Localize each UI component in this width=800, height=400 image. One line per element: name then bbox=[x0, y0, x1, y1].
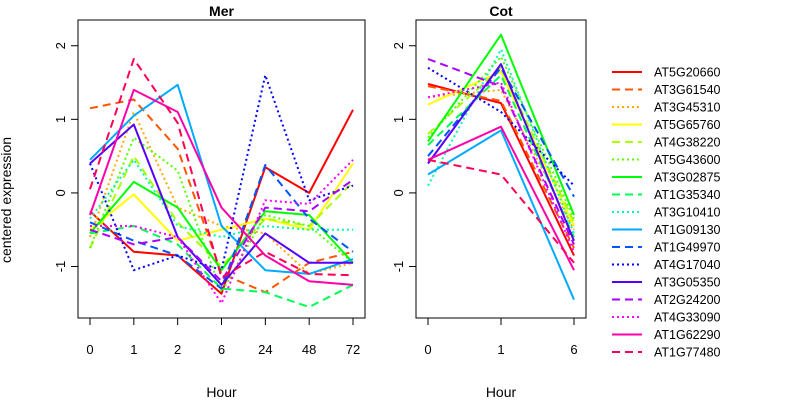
panel-title: Cot bbox=[489, 3, 513, 19]
legend-item: AT3G61540 bbox=[612, 83, 721, 97]
panel-title: Mer bbox=[209, 3, 234, 19]
legend-item: AT4G17040 bbox=[612, 258, 721, 272]
legend-label: AT1G09130 bbox=[654, 223, 721, 237]
panel-cot: Cot 0 1 6 Hour -1 0 1 2 bbox=[391, 3, 587, 400]
legend-label: AT4G33090 bbox=[654, 311, 721, 325]
legend-item: AT1G49970 bbox=[612, 241, 721, 255]
legend-label: AT3G10410 bbox=[654, 206, 721, 220]
legend-label: AT5G20660 bbox=[654, 66, 721, 80]
legend-label: AT1G77480 bbox=[654, 346, 721, 360]
legend-label: AT3G02875 bbox=[654, 171, 721, 185]
series-line-at1g09130 bbox=[89, 83, 354, 275]
series-line-at5g43600 bbox=[89, 136, 354, 294]
y-tick-label: 2 bbox=[391, 42, 406, 49]
legend: AT5G20660 AT3G61540 AT3G45310 AT5G65760 AT4G… bbox=[612, 66, 721, 360]
series-line-at5g20660 bbox=[89, 109, 354, 295]
series-line-at5g65760 bbox=[427, 70, 575, 227]
series-line-at3g61540 bbox=[427, 85, 575, 249]
legend-label: AT2G24200 bbox=[654, 293, 721, 307]
legend-item: AT3G02875 bbox=[612, 171, 721, 185]
legend-item: AT1G35340 bbox=[612, 188, 721, 202]
series-line-at4g38220 bbox=[89, 155, 354, 268]
legend-item: AT1G77480 bbox=[612, 346, 721, 360]
x-tick-label: 2 bbox=[174, 342, 181, 357]
legend-item: AT3G45310 bbox=[612, 101, 721, 115]
series-line-at1g09130 bbox=[427, 129, 575, 300]
legend-item: AT5G65760 bbox=[612, 118, 721, 132]
legend-item: AT5G43600 bbox=[612, 153, 721, 167]
series-line-at1g77480 bbox=[427, 158, 575, 264]
x-axis-label: Hour bbox=[206, 384, 237, 400]
y-axis-label: centered expression bbox=[0, 137, 14, 263]
legend-item: AT1G09130 bbox=[612, 223, 721, 237]
series-line-at2g24200 bbox=[89, 178, 354, 283]
legend-label: AT5G43600 bbox=[654, 153, 721, 167]
legend-label: AT5G65760 bbox=[654, 118, 721, 132]
series-line-at5g43600 bbox=[427, 55, 575, 220]
legend-label: AT3G05350 bbox=[654, 276, 721, 290]
series-line-at3g05350 bbox=[427, 63, 575, 242]
legend-label: AT3G61540 bbox=[654, 83, 721, 97]
x-tick-label: 1 bbox=[497, 342, 504, 357]
series-line-at3g10410 bbox=[427, 48, 575, 234]
series-line-at5g65760 bbox=[89, 162, 354, 242]
legend-item: AT3G05350 bbox=[612, 276, 721, 290]
y-tick-label: -1 bbox=[391, 261, 406, 273]
legend-item: AT4G38220 bbox=[612, 136, 721, 150]
series-line-at1g77480 bbox=[89, 58, 354, 279]
legend-item: AT3G10410 bbox=[612, 206, 721, 220]
series-line-at1g35340 bbox=[427, 74, 575, 238]
y-tick-label: -1 bbox=[53, 261, 68, 273]
legend-item: AT2G24200 bbox=[612, 293, 721, 307]
x-axis-label: Hour bbox=[486, 384, 517, 400]
x-tick-label: 1 bbox=[130, 342, 137, 357]
legend-label: AT4G17040 bbox=[654, 258, 721, 272]
series-line-at1g62290 bbox=[89, 88, 354, 286]
y-tick-label: 2 bbox=[53, 42, 68, 49]
x-tick-label: 72 bbox=[346, 342, 360, 357]
x-tick-label: 48 bbox=[302, 342, 316, 357]
series-line-at3g45310 bbox=[89, 111, 354, 275]
x-tick-label: 0 bbox=[424, 342, 431, 357]
legend-label: AT1G49970 bbox=[654, 241, 721, 255]
legend-item: AT1G62290 bbox=[612, 328, 721, 342]
series-line-at4g17040 bbox=[89, 74, 354, 272]
series-line-at5g20660 bbox=[427, 83, 575, 256]
legend-item: AT5G20660 bbox=[612, 66, 721, 80]
series-line-at1g49970 bbox=[427, 66, 575, 198]
y-tick-label: 0 bbox=[53, 189, 68, 196]
x-tick-label: 0 bbox=[86, 342, 93, 357]
legend-label: AT1G35340 bbox=[654, 188, 721, 202]
y-tick-label: 1 bbox=[391, 116, 406, 123]
series-line-at1g35340 bbox=[89, 225, 354, 308]
legend-item: AT4G33090 bbox=[612, 311, 721, 325]
legend-label: AT4G38220 bbox=[654, 136, 721, 150]
panel-mer: Mer 0 1 2 6 24 48 72 Hour -1 0 1 2 bbox=[53, 3, 366, 400]
series-line-at3g02875 bbox=[89, 180, 354, 272]
series-line-at3g05350 bbox=[89, 123, 353, 286]
series-line-at4g17040 bbox=[427, 66, 575, 187]
series-line-at1g62290 bbox=[427, 125, 575, 271]
x-tick-label: 6 bbox=[218, 342, 225, 357]
x-tick-label: 24 bbox=[258, 342, 272, 357]
series-line-at2g24200 bbox=[427, 58, 575, 245]
y-tick-label: 0 bbox=[391, 189, 406, 196]
legend-label: AT1G62290 bbox=[654, 328, 721, 342]
legend-label: AT3G45310 bbox=[654, 101, 721, 115]
x-tick-label: 6 bbox=[570, 342, 577, 357]
y-tick-label: 1 bbox=[53, 116, 68, 123]
series-line-at1g49970 bbox=[89, 164, 354, 290]
